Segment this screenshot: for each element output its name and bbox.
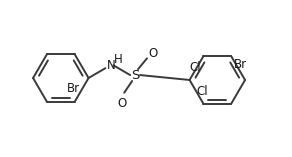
Text: Br: Br — [234, 58, 247, 71]
Text: Cl: Cl — [190, 61, 201, 74]
Text: H: H — [114, 53, 123, 66]
Text: Cl: Cl — [197, 85, 208, 98]
Text: S: S — [131, 69, 139, 82]
Text: O: O — [148, 47, 157, 60]
Text: Br: Br — [67, 82, 80, 95]
Text: N: N — [107, 59, 116, 72]
Text: O: O — [118, 97, 127, 110]
